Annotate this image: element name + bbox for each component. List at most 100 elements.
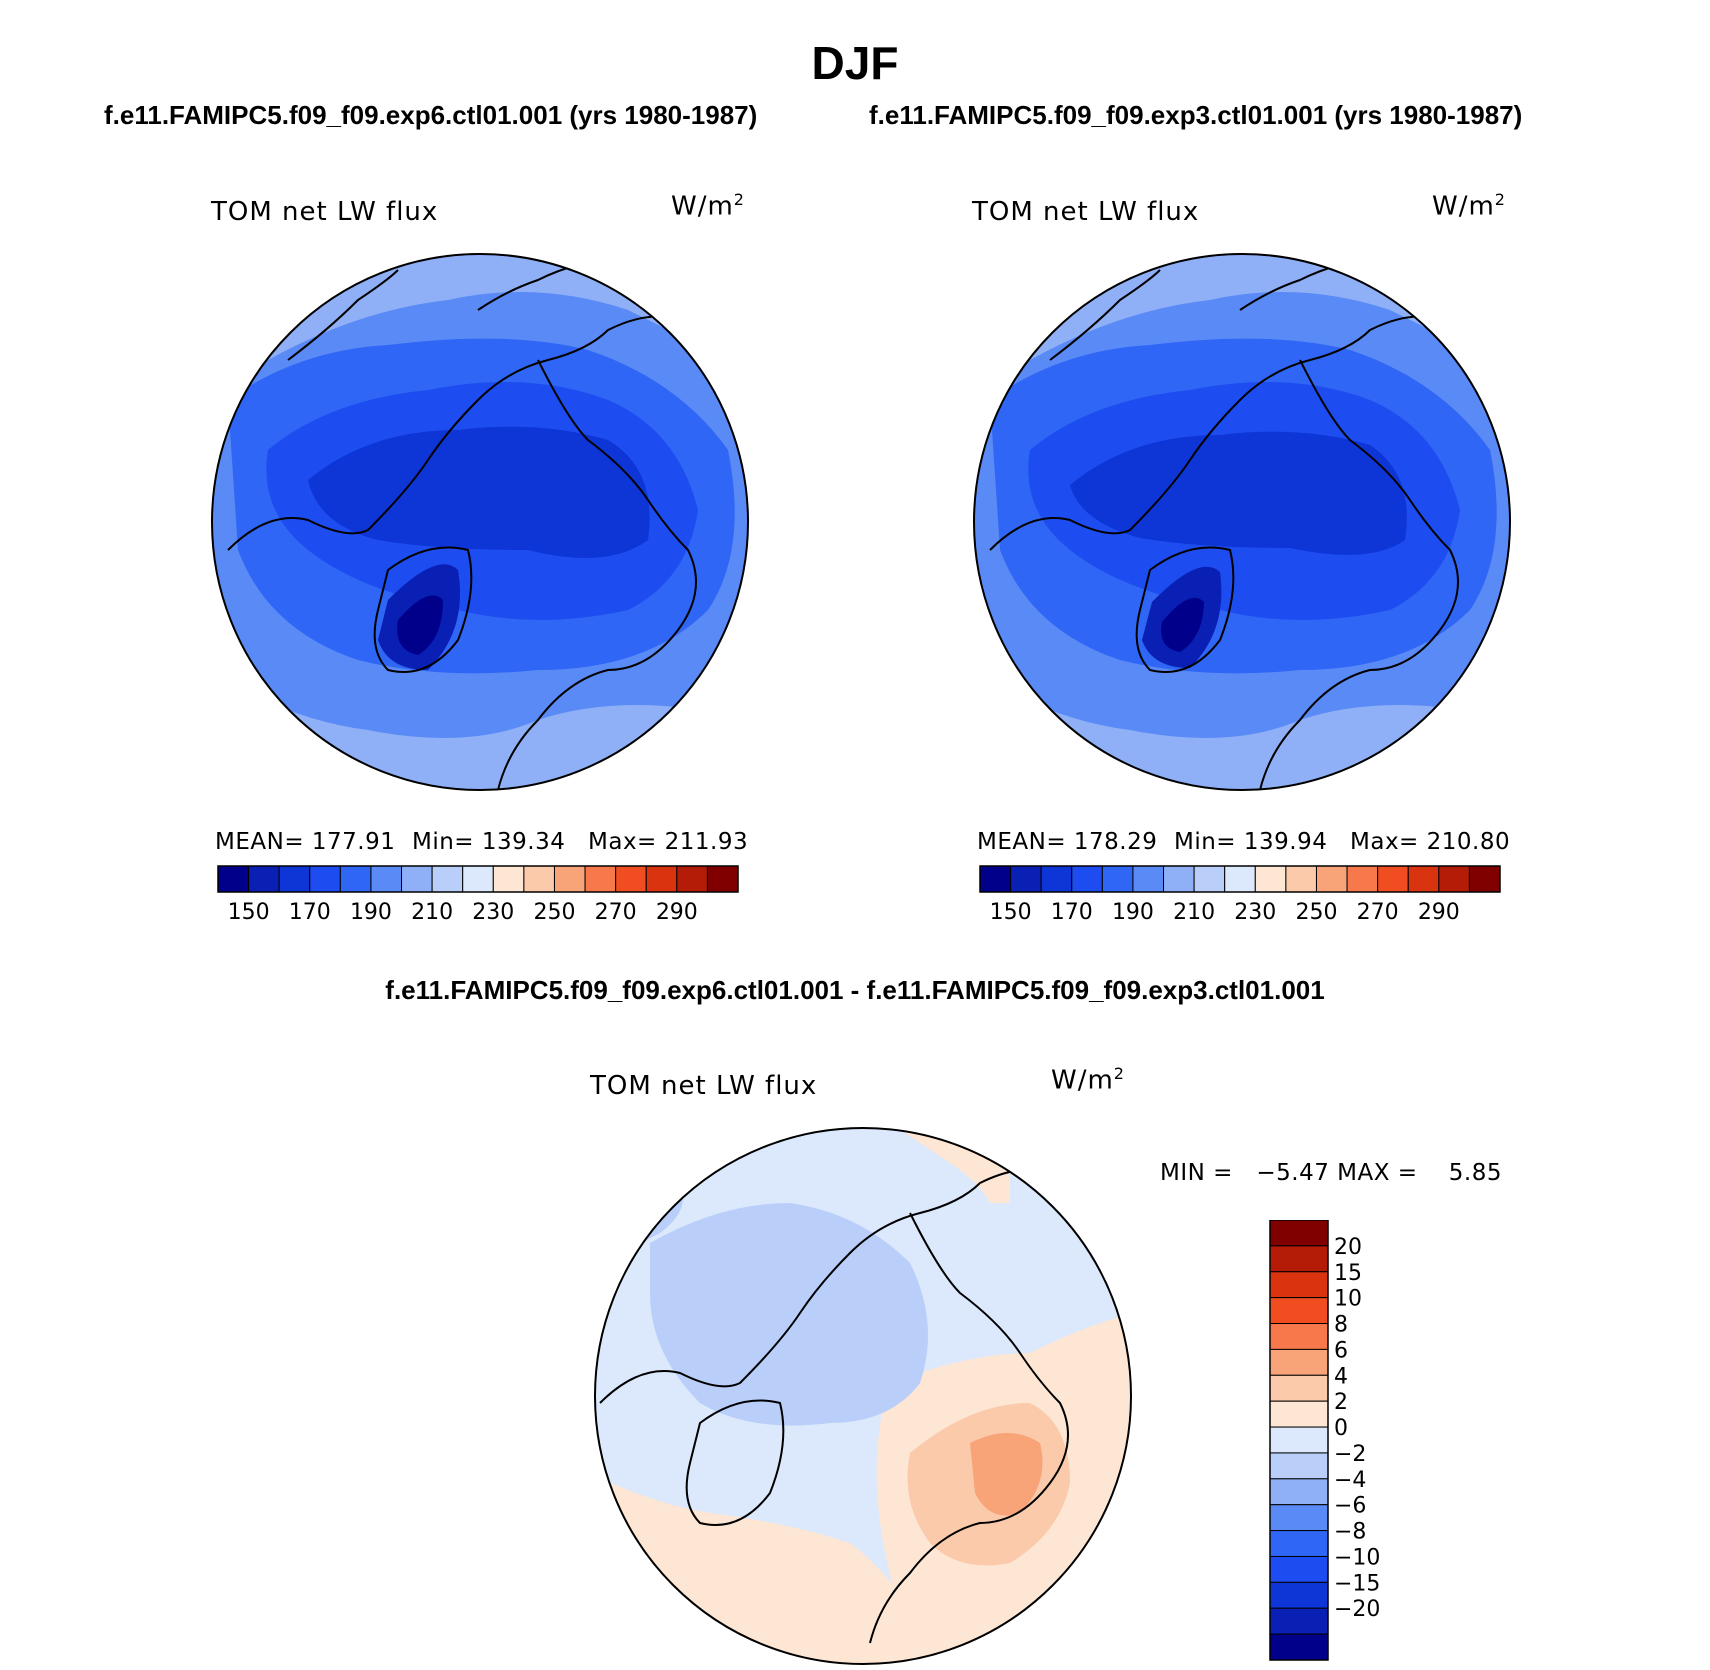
colorbar-tick-label: 8: [1334, 1313, 1348, 1338]
colorbar-tick-label: 230: [472, 900, 514, 925]
colorbar-swatch: [248, 865, 280, 893]
colorbar-swatch: [615, 865, 647, 893]
panel-2-units-label: W/m2: [1432, 190, 1506, 222]
colorbar-swatch: [1269, 1245, 1329, 1273]
colorbar-swatch: [1010, 865, 1042, 893]
panel-3-polar-map: [594, 1127, 1132, 1665]
colorbar-tick-label: 150: [990, 900, 1032, 925]
colorbar-tick-label: 0: [1334, 1416, 1348, 1441]
panel-2-colorbar: 150 170 190 210 230 250 270 290: [979, 865, 1501, 925]
colorbar-swatch: [462, 865, 494, 893]
panel-2-polar-map: [973, 253, 1511, 791]
colorbar-swatch: [1269, 1555, 1329, 1583]
colorbar-swatch: [1193, 865, 1226, 893]
panel-1-min-stat: Min= 139.34: [412, 829, 566, 855]
colorbar-swatch: [645, 865, 678, 893]
colorbar-swatch: [553, 865, 586, 893]
colorbar-swatch: [676, 865, 708, 893]
colorbar-tick-label: 170: [289, 900, 331, 925]
colorbar-swatch: [217, 865, 250, 893]
panel-2-mean-stat: MEAN= 178.29: [977, 829, 1158, 855]
colorbar-tick-label: 250: [1295, 900, 1337, 925]
colorbar-tick-label: 15: [1334, 1261, 1362, 1286]
panel-1-max-stat: Max= 211.93: [588, 829, 749, 855]
colorbar-frame: [979, 865, 1501, 893]
colorbar-swatch: [1132, 865, 1165, 893]
colorbar-swatch: [1269, 1400, 1329, 1428]
colorbar-swatch: [584, 865, 617, 893]
panel-1-colorbar: 150 170 190 210 230 250 270 290: [217, 865, 739, 925]
colorbar-swatch: [1269, 1607, 1329, 1635]
map-1-field-150: [397, 595, 443, 655]
colorbar-swatch: [1163, 865, 1195, 893]
colorbar-tick-label: 210: [1173, 900, 1215, 925]
colorbar-tick-label: −4: [1334, 1468, 1366, 1493]
colorbar-tick-label: 190: [1112, 900, 1154, 925]
panel-2-case-title: f.e11.FAMIPC5.f09_f09.exp3.ctl01.001 (yr…: [869, 100, 1523, 130]
colorbar-swatch: [1269, 1581, 1329, 1609]
colorbar-swatch: [1071, 865, 1103, 893]
colorbar-swatch: [1101, 865, 1134, 893]
colorbar-swatch: [1269, 1478, 1329, 1506]
colorbar-tick-label: 270: [595, 900, 637, 925]
colorbar-swatch: [1438, 865, 1470, 893]
colorbar-swatch: [1468, 865, 1501, 893]
colorbar-swatch: [1269, 1374, 1329, 1402]
colorbar-swatch: [1377, 865, 1409, 893]
colorbar-swatch: [1346, 865, 1379, 893]
colorbar-swatch: [1040, 865, 1073, 893]
colorbar-swatch: [1269, 1426, 1329, 1454]
colorbar-tick-label: 290: [1418, 900, 1460, 925]
colorbar-tick-label: 4: [1334, 1364, 1348, 1389]
colorbar-swatch: [706, 865, 739, 893]
colorbar-swatch: [1315, 865, 1348, 893]
figure-title: DJF: [811, 37, 899, 89]
colorbar-swatch: [339, 865, 372, 893]
colorbar-tick-label: −10: [1334, 1545, 1380, 1570]
colorbar-swatch: [431, 865, 464, 893]
panel-2-max-stat: Max= 210.80: [1350, 829, 1511, 855]
colorbar-tick-label: 150: [228, 900, 270, 925]
colorbar-swatch: [1269, 1220, 1329, 1247]
colorbar-swatch: [1269, 1452, 1329, 1480]
map-1-field-170: [308, 426, 650, 558]
panel-1-polar-map: [211, 253, 749, 791]
colorbar-swatch: [979, 865, 1012, 893]
colorbar-swatch: [1269, 1271, 1329, 1299]
colorbar-swatch: [1269, 1633, 1329, 1661]
colorbar-swatch: [309, 865, 341, 893]
colorbar-tick-label: −2: [1334, 1442, 1366, 1467]
colorbar-tick-label: 170: [1051, 900, 1093, 925]
colorbar-tick-label: 230: [1234, 900, 1276, 925]
colorbar-swatch: [278, 865, 311, 893]
panel-1-units-label: W/m2: [671, 190, 745, 222]
colorbar-swatch: [1254, 865, 1287, 893]
colorbar-swatch: [1269, 1323, 1329, 1350]
colorbar-swatch: [1269, 1297, 1329, 1325]
panel-3-minmax-stat: MIN = −5.47 MAX = 5.85: [1160, 1160, 1503, 1186]
colorbar-swatch: [492, 865, 525, 893]
panel-1-mean-stat: MEAN= 177.91: [215, 829, 396, 855]
colorbar-tick-label: −20: [1334, 1597, 1380, 1622]
colorbar-swatch: [401, 865, 433, 893]
colorbar-tick-label: 2: [1334, 1390, 1348, 1415]
difference-title: f.e11.FAMIPC5.f09_f09.exp6.ctl01.001 - f…: [385, 975, 1325, 1005]
colorbar-tick-label: 250: [533, 900, 575, 925]
map-2-field-170: [1070, 431, 1407, 555]
panel-1-variable-label: TOM net LW flux: [211, 197, 439, 227]
map-3-field-plus4: [970, 1433, 1043, 1516]
colorbar-tick-label: 190: [350, 900, 392, 925]
panel-3-variable-label: TOM net LW flux: [590, 1071, 818, 1101]
colorbar-swatch: [1269, 1504, 1329, 1532]
colorbar-tick-label: 290: [656, 900, 698, 925]
map-3-field-minus4: [650, 1203, 928, 1426]
colorbar-swatch: [370, 865, 403, 893]
colorbar-swatch: [1224, 865, 1256, 893]
panel-2-variable-label: TOM net LW flux: [972, 197, 1200, 227]
colorbar-swatch: [1407, 865, 1440, 893]
colorbar-swatch: [1269, 1530, 1329, 1557]
map-1-frame: [211, 253, 749, 791]
panel-1-case-title: f.e11.FAMIPC5.f09_f09.exp6.ctl01.001 (yr…: [104, 100, 758, 130]
colorbar-swatch: [523, 865, 555, 893]
